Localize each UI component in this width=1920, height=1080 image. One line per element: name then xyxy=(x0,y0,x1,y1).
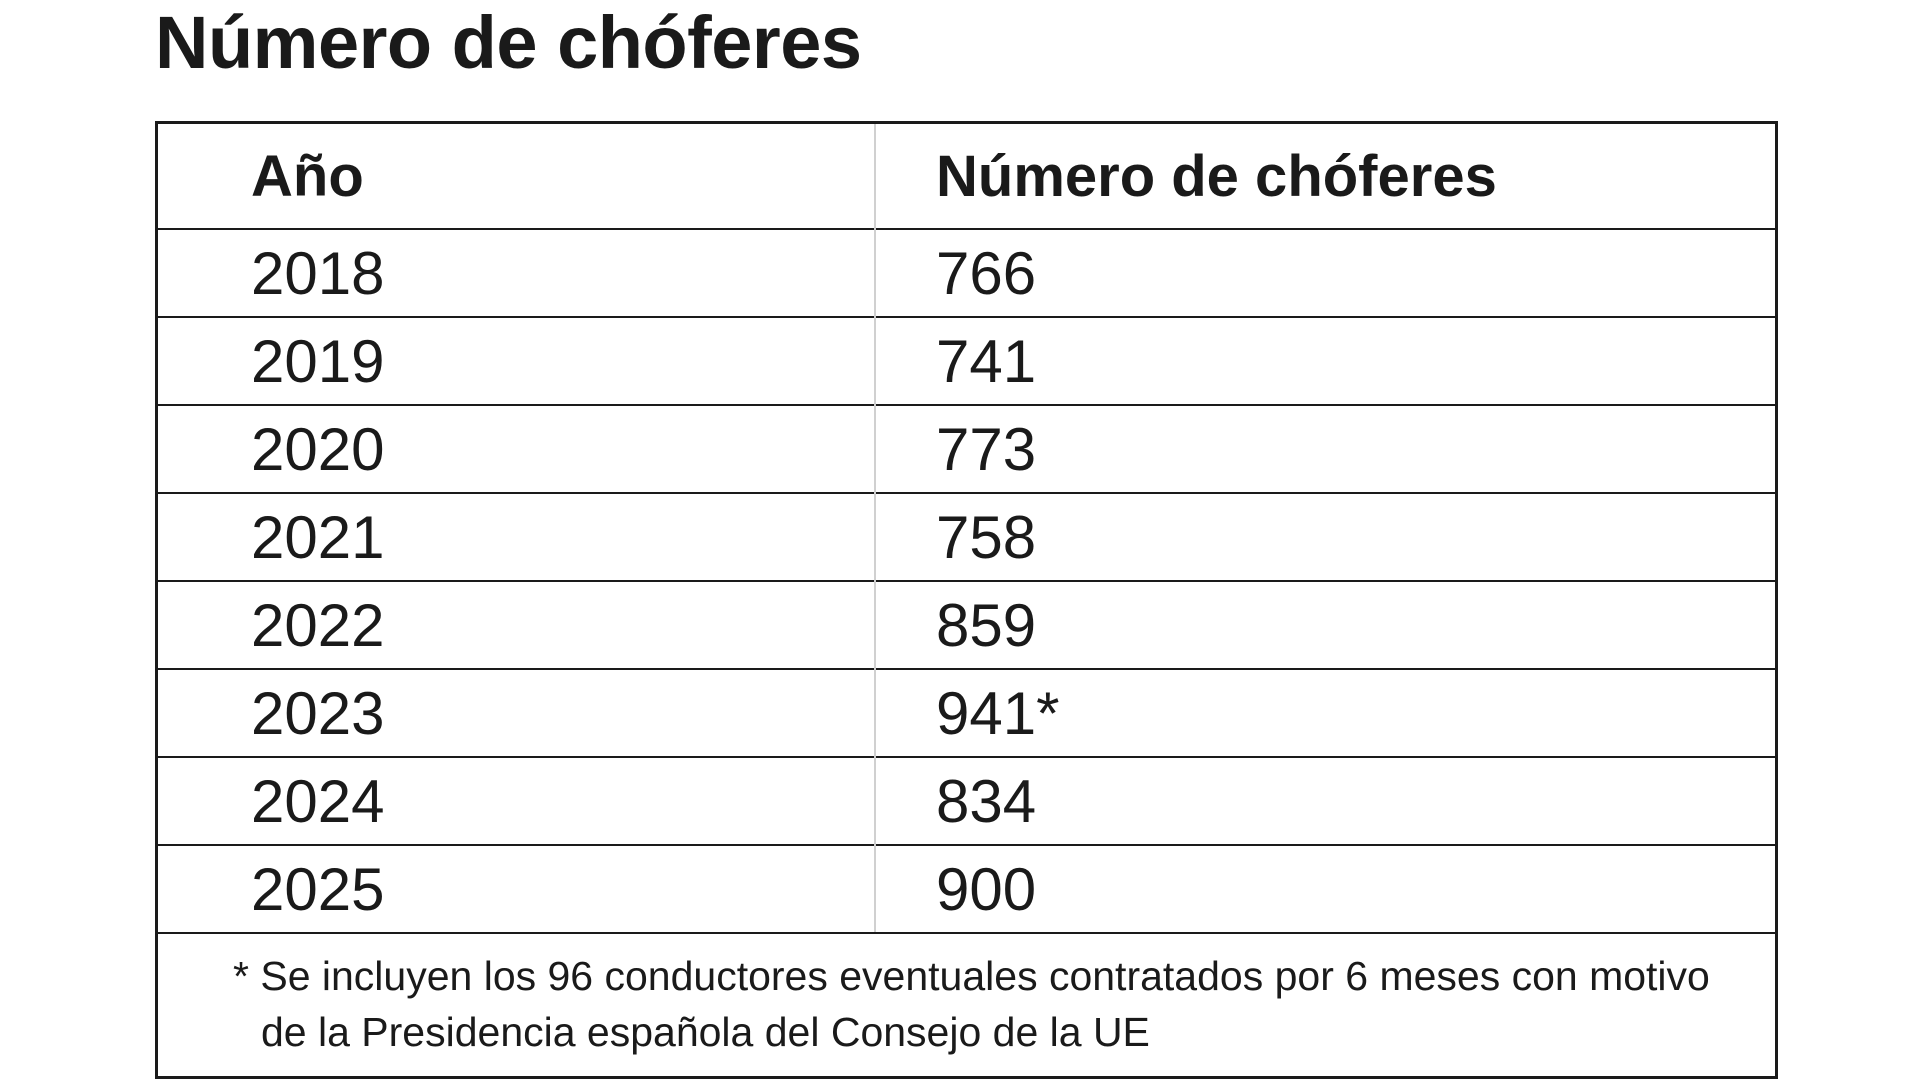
year-cell: 2023 xyxy=(158,668,876,757)
count-cell: 859 xyxy=(875,580,1775,669)
table-row: 2023 941* xyxy=(158,668,1775,757)
table-row: 2024 834 xyxy=(158,756,1775,845)
year-cell: 2022 xyxy=(158,580,876,669)
title: Número de chóferes xyxy=(155,1,862,84)
year-cell: 2024 xyxy=(158,756,876,845)
year-cell: 2020 xyxy=(158,404,876,493)
table-row: 2022 859 xyxy=(158,580,1775,669)
count-cell: 941* xyxy=(875,668,1775,757)
table-row: 2021 758 xyxy=(158,492,1775,581)
table: Año Número de chóferes 2018 766 2019 741 202… xyxy=(158,124,1775,932)
table-row: 2020 773 xyxy=(158,404,1775,493)
year-cell: 2025 xyxy=(158,844,876,932)
count-cell: 773 xyxy=(875,404,1775,493)
count-cell: 766 xyxy=(875,228,1775,317)
table-row: 2025 900 xyxy=(158,844,1775,932)
footnote: * Se incluyen los 96 conductores eventua… xyxy=(158,932,1775,1076)
header-row: Año Número de chóferes xyxy=(158,124,1775,229)
column-header: Número de chóferes xyxy=(936,143,1497,209)
year-cell: 2018 xyxy=(158,228,876,317)
year-cell: 2019 xyxy=(158,316,876,405)
column-header: Año xyxy=(158,124,876,229)
table-body: 2018 766 2019 741 2020 773 2021 758 2022 859 2023 9… xyxy=(158,228,1775,932)
count-cell: 741 xyxy=(875,316,1775,405)
year-cell: 2021 xyxy=(158,492,876,581)
count-cell: 758 xyxy=(875,492,1775,581)
count-cell: 900 xyxy=(875,844,1775,932)
count-cell: 834 xyxy=(875,756,1775,845)
table-frame: Año Número de chóferes 2018 766 2019 741 202… xyxy=(155,121,1778,1079)
table-row: 2019 741 xyxy=(158,316,1775,405)
table-row: 2018 766 xyxy=(158,228,1775,317)
